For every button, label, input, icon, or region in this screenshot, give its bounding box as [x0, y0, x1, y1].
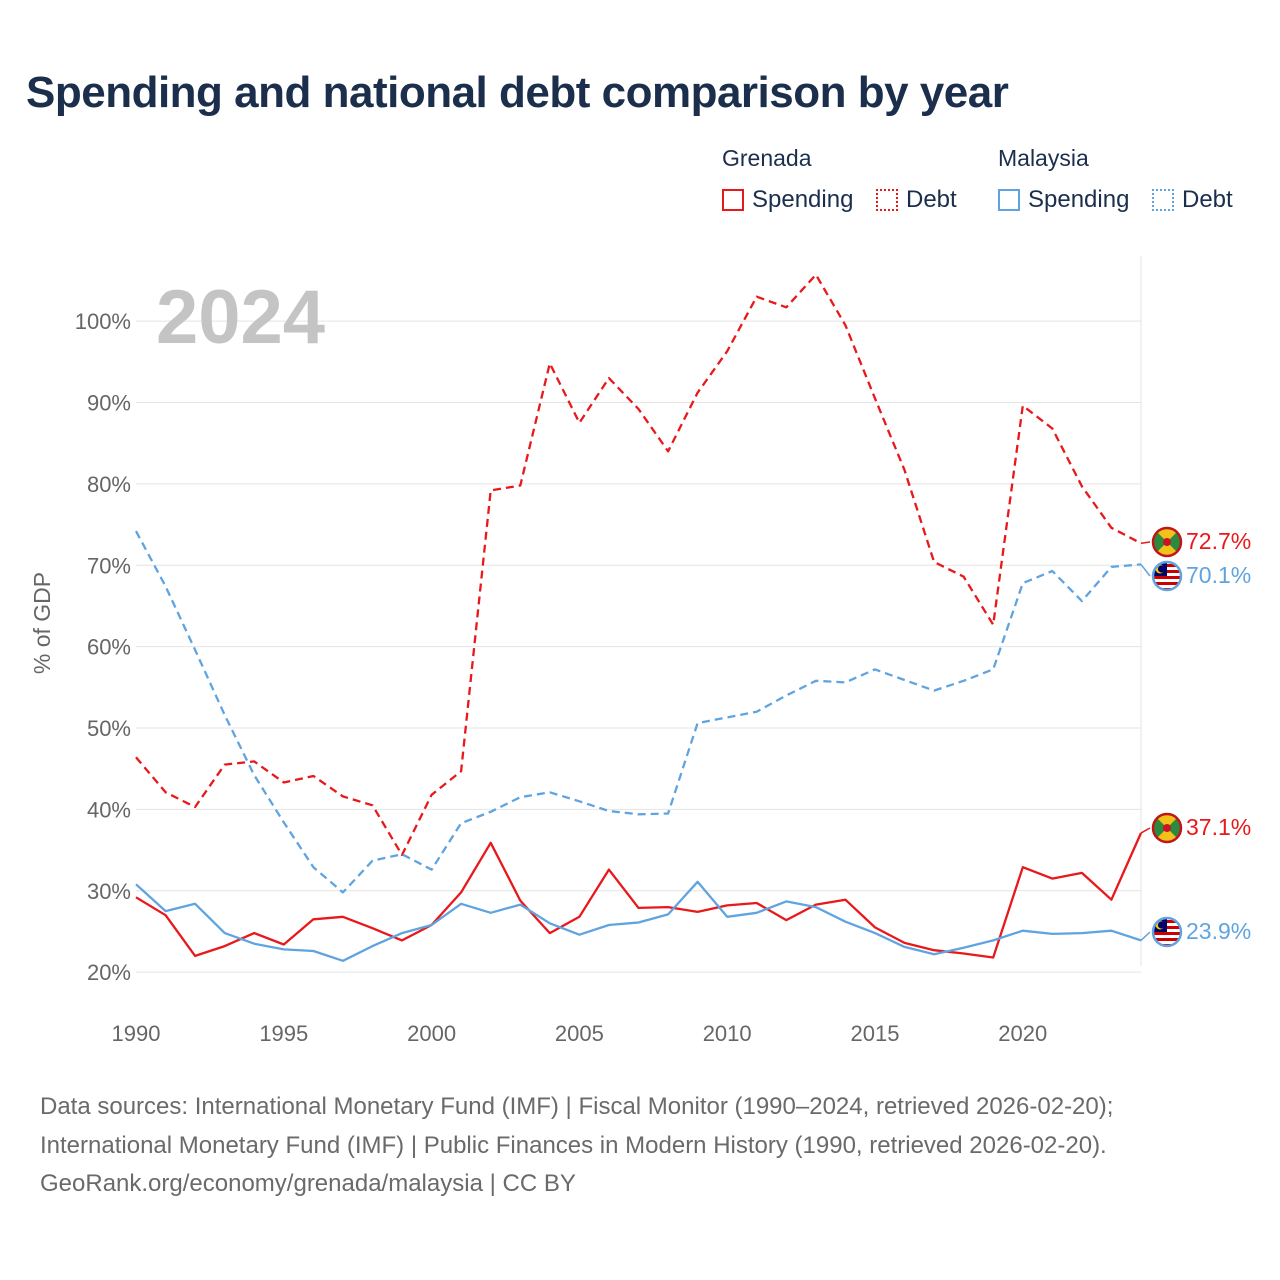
grenada-debt-line[interactable] [135, 273, 1142, 857]
legend-label: Debt [906, 186, 957, 213]
x-tick-label: 1990 [112, 1021, 161, 1046]
x-tick-label: 2000 [407, 1021, 456, 1046]
x-tick-label: 2015 [850, 1021, 899, 1046]
x-tick-label: 2020 [998, 1021, 1047, 1046]
end-label-grenada-spending: 37.1% [1186, 814, 1251, 840]
legend-item-malaysia-spending[interactable]: Spending [998, 186, 1129, 214]
y-tick-label: 80% [87, 472, 131, 497]
x-tick-label: 2005 [555, 1021, 604, 1046]
legend-label: Spending [752, 186, 854, 213]
end-label-malaysia-spending: 23.9% [1186, 918, 1251, 944]
malaysia-flag-icon [1151, 560, 1183, 592]
malaysia-flag-icon [1151, 916, 1183, 948]
legend-swatch-dotted-blue [1152, 189, 1174, 211]
y-tick-label: 30% [87, 879, 131, 904]
year-watermark: 2024 [156, 275, 325, 360]
legend-label: Spending [1028, 186, 1130, 213]
y-axis-label: % of GDP [29, 572, 55, 674]
legend-swatch-dotted-red [876, 189, 898, 211]
legend-swatch-solid-blue [998, 189, 1020, 211]
legend-group-grenada: Grenada [722, 145, 812, 171]
legend-swatch-solid-red [722, 189, 744, 211]
x-tick-label: 1995 [259, 1021, 308, 1046]
legend-item-grenada-spending[interactable]: Spending [722, 186, 853, 214]
y-tick-label: 50% [87, 716, 131, 741]
y-tick-label: 60% [87, 635, 131, 660]
footer-line: International Monetary Fund (IMF) | Publ… [40, 1131, 1107, 1159]
end-label-grenada-debt: 72.7% [1186, 528, 1251, 554]
legend-item-grenada-debt[interactable]: Debt [876, 186, 957, 214]
footer-line: GeoRank.org/economy/grenada/malaysia | C… [40, 1170, 576, 1197]
malaysia-spending-line[interactable] [135, 880, 1142, 962]
end-connector [1140, 931, 1151, 941]
legend-item-malaysia-debt[interactable]: Debt [1152, 186, 1233, 214]
end-connector [1140, 563, 1151, 577]
line-chart: 2024 % of GDP 20% 30% 40% 50% 60% 70% 80% 90% 10… [29, 256, 1251, 1046]
end-label-malaysia-debt: 70.1% [1186, 562, 1251, 588]
y-tick-label: 90% [87, 390, 131, 415]
legend-label: Debt [1182, 186, 1233, 213]
grenada-spending-line[interactable] [135, 832, 1143, 959]
x-tick-label: 2010 [703, 1021, 752, 1046]
chart-title: Spending and national debt comparison by… [26, 68, 1009, 117]
end-connector [1140, 541, 1151, 545]
y-tick-label: 40% [87, 797, 131, 822]
y-tick-label: 100% [75, 309, 131, 334]
footer-sources: Data sources: International Monetary Fun… [40, 1088, 1113, 1204]
grenada-flag-icon [1151, 526, 1183, 558]
malaysia-debt-line[interactable] [134, 530, 1142, 894]
legend-group-malaysia: Malaysia [998, 145, 1089, 171]
grenada-flag-icon [1151, 812, 1183, 844]
footer-line: Data sources: International Monetary Fun… [40, 1093, 1114, 1120]
end-connector [1140, 827, 1151, 834]
y-tick-label: 20% [87, 960, 131, 985]
y-tick-label: 70% [87, 553, 131, 578]
